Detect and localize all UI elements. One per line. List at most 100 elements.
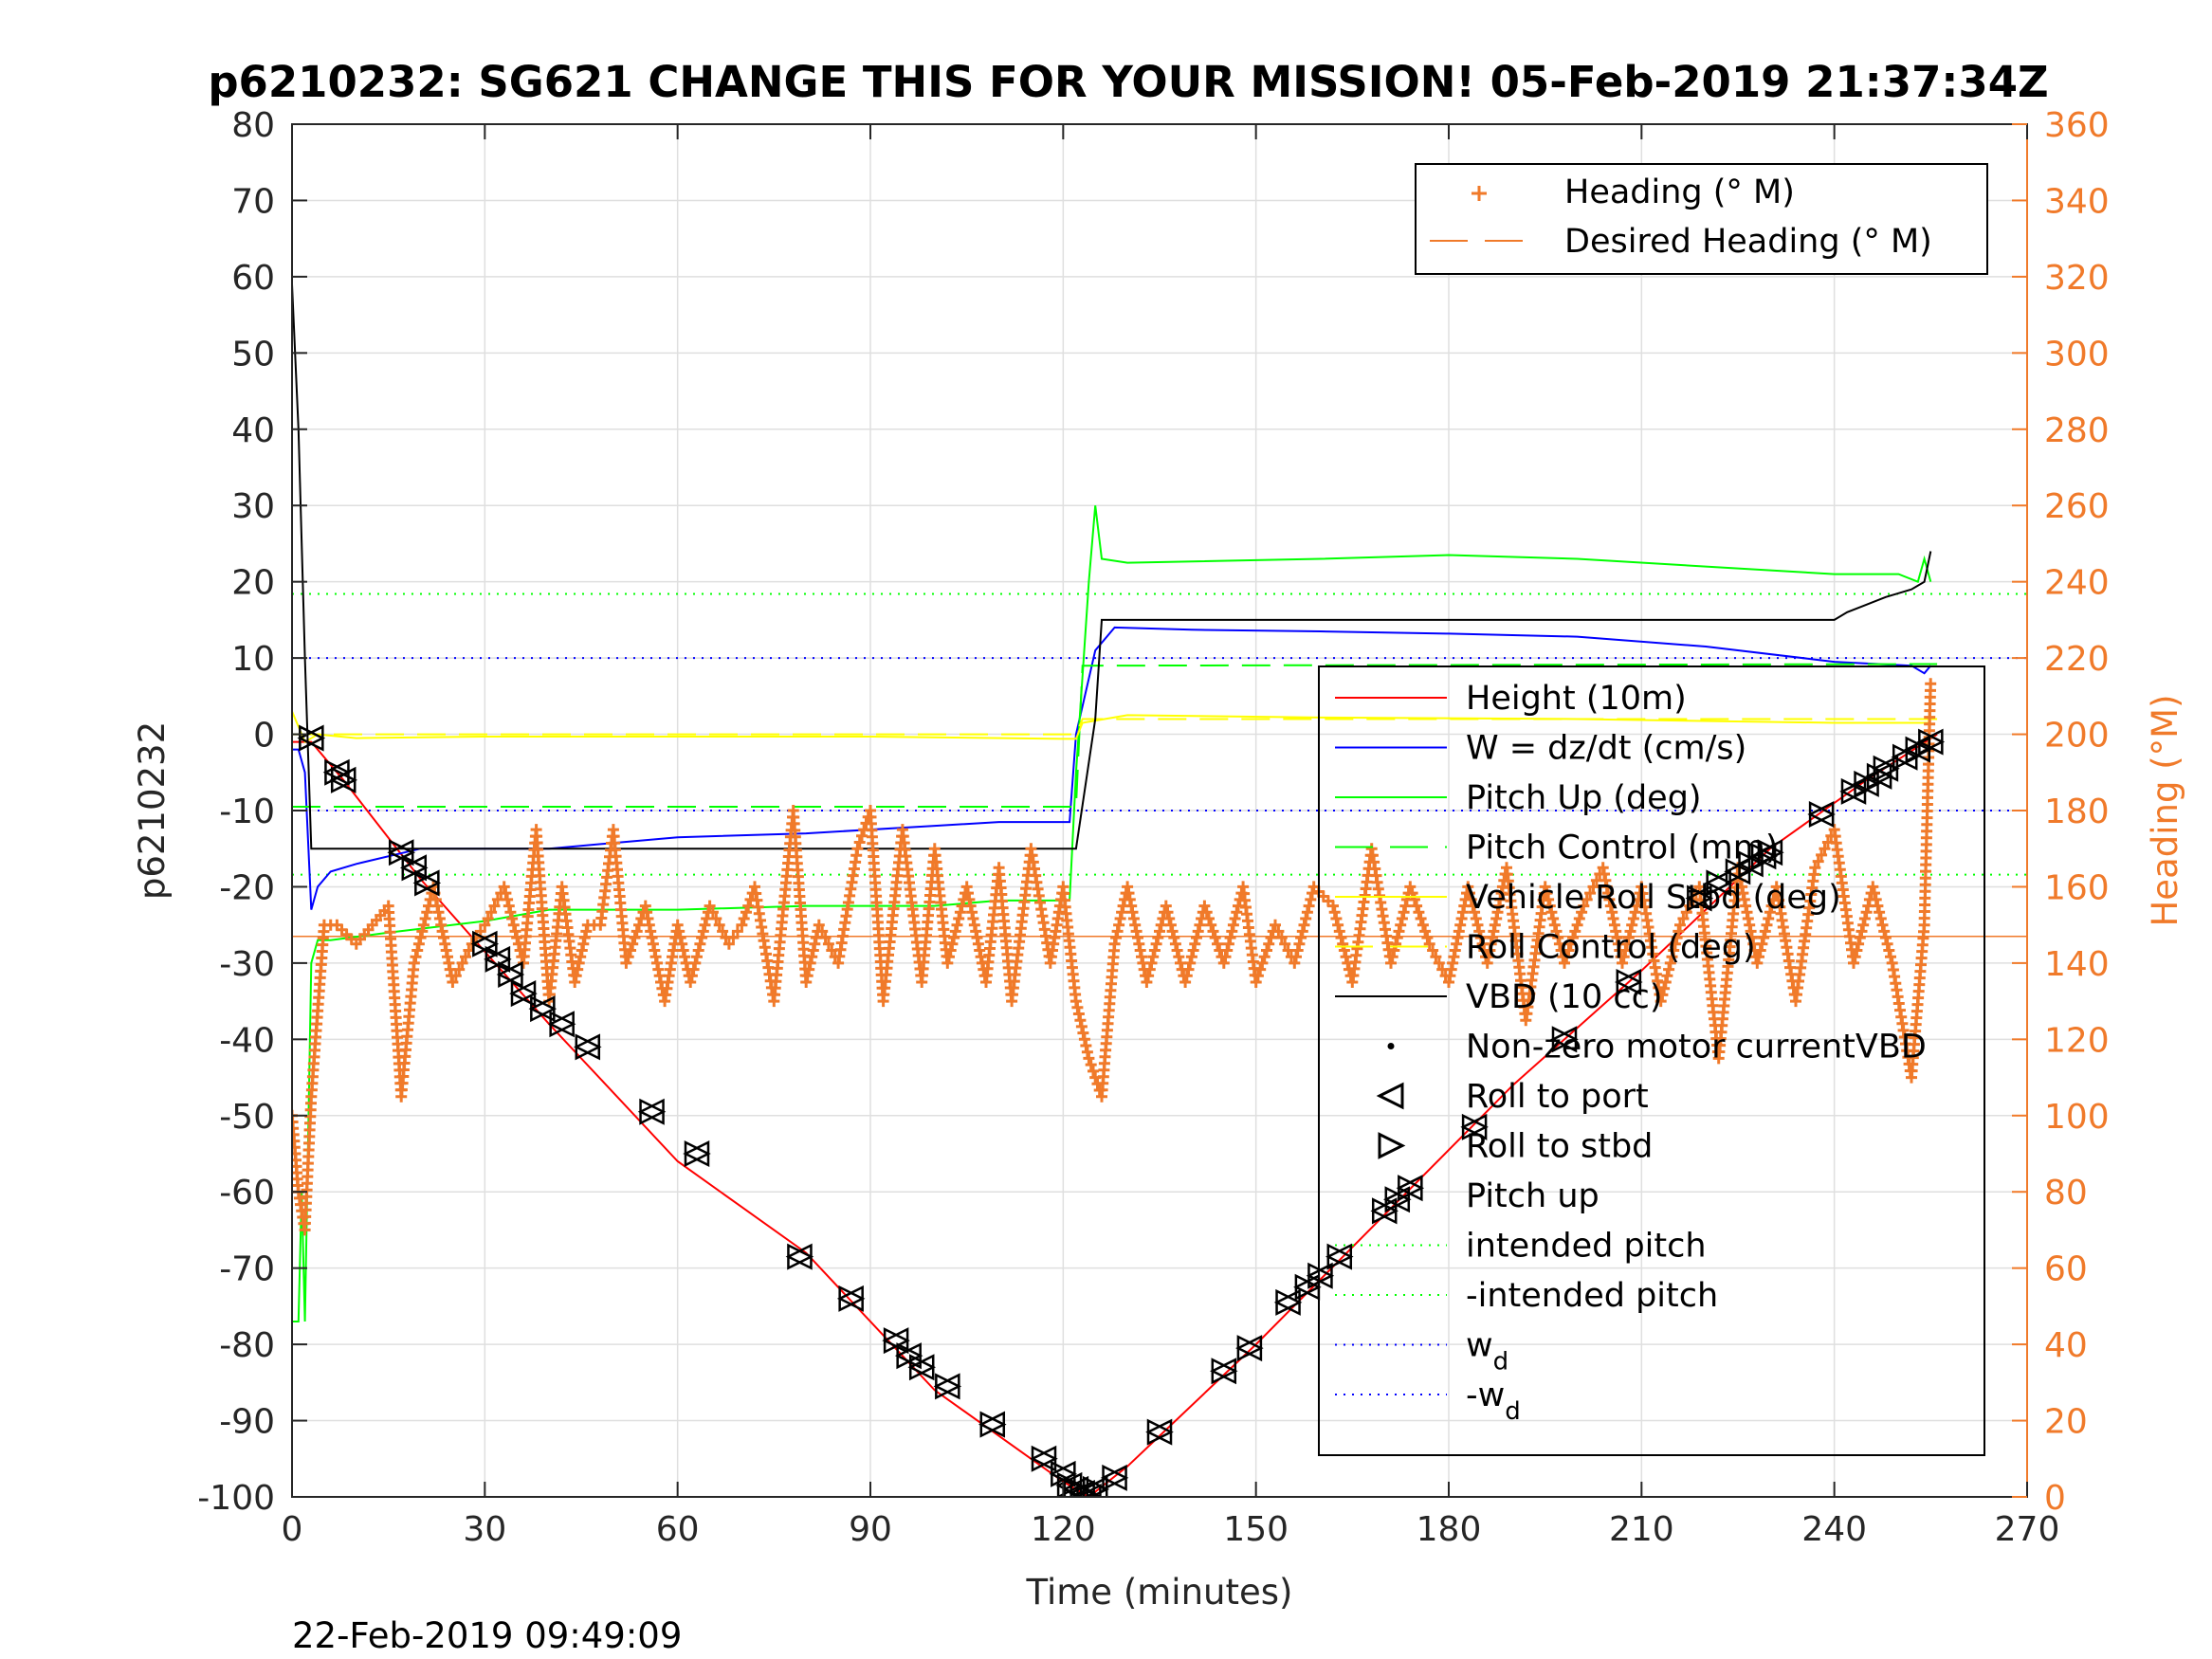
heading-point <box>1222 938 1234 950</box>
heading-point <box>1879 932 1892 944</box>
series-pitch-control-mm <box>292 663 1938 808</box>
legend-label: Roll Control (deg) <box>1466 929 1756 967</box>
roll-to-stbd-marker <box>299 724 326 752</box>
heading-point <box>629 932 641 944</box>
heading-point <box>1654 995 1667 1008</box>
heading-point <box>1876 919 1889 931</box>
roll-to-stbd-marker <box>1918 728 1946 756</box>
y-right-tick-label: 280 <box>2044 411 2110 450</box>
heading-point <box>731 925 743 938</box>
heading-point <box>1399 900 1412 912</box>
heading-point <box>1848 957 1859 969</box>
heading-point <box>416 925 429 938</box>
heading-point <box>1421 932 1434 944</box>
heading-point <box>1203 913 1215 924</box>
heading-point <box>1751 957 1764 969</box>
y-right-tick-label: 180 <box>2044 793 2110 831</box>
heading-point <box>713 919 725 931</box>
legend-label-text: W = dz/dt (cm/s) <box>1466 730 1746 768</box>
heading-point <box>1659 976 1672 988</box>
roll-to-stbd-marker <box>1551 1026 1579 1053</box>
heading-point <box>1656 989 1669 1001</box>
heading-point <box>1221 944 1234 957</box>
y-tick-label: -80 <box>219 1326 275 1365</box>
heading-point <box>1219 951 1232 963</box>
legend-label: Pitch Control (mm) <box>1466 830 1778 867</box>
heading-point <box>1858 913 1871 924</box>
heading-point <box>949 925 961 938</box>
heading-point <box>1291 944 1304 957</box>
heading-point <box>1578 900 1590 912</box>
heading-point <box>1229 913 1241 924</box>
legend-label: intended pitch <box>1466 1228 1707 1266</box>
heading-point <box>694 938 706 950</box>
heading-point <box>1473 925 1486 938</box>
heading-point <box>1295 932 1307 944</box>
legend-label-text: Pitch Up (deg) <box>1466 779 1702 817</box>
heading-point <box>1413 906 1425 919</box>
heading-point <box>1849 951 1861 963</box>
heading-point <box>717 925 729 938</box>
heading-point <box>686 970 698 982</box>
heading-point <box>704 900 716 912</box>
heading-point <box>1756 938 1768 950</box>
heading-point <box>498 881 510 893</box>
heading-point <box>736 919 748 931</box>
heading-point <box>1581 893 1593 905</box>
legend-label: Roll to stbd <box>1466 1128 1653 1166</box>
heading-point <box>1290 951 1302 963</box>
roll-to-stbd-marker <box>1892 743 1920 771</box>
heading-point <box>1758 932 1770 944</box>
legend-heading-symbol <box>1472 186 1487 201</box>
heading-point <box>1464 887 1475 900</box>
legend-symbol <box>1376 1082 1404 1110</box>
heading-point <box>1185 951 1197 963</box>
y-right-tick-label: 100 <box>2044 1098 2110 1137</box>
roll-to-stbd-marker <box>1873 755 1900 782</box>
series-roll-control-deg <box>292 718 1938 736</box>
heading-point <box>1563 944 1575 957</box>
heading-point <box>1395 919 1407 931</box>
legend-heading: Heading (° M) Desired Heading (° M) <box>1415 163 1988 275</box>
heading-point <box>1180 970 1193 982</box>
heading-point <box>1161 906 1174 919</box>
heading-point <box>691 951 703 963</box>
roll-to-stbd-marker <box>484 945 512 973</box>
legend-label: VBD (10 cc) <box>1466 978 1663 1016</box>
y-axis-ticks: 80 70 60 50 40 30 20 10 0 -10 -20 -30 -40 -50 -60 -70 -8… <box>197 106 307 1518</box>
heading-point <box>1227 919 1239 931</box>
heading-point <box>954 906 966 919</box>
y-tick-label: -20 <box>219 868 275 907</box>
heading-point <box>1335 932 1347 944</box>
heading-point <box>1191 932 1202 944</box>
heading-point <box>502 893 514 905</box>
heading-point <box>685 976 697 988</box>
heading-point <box>1150 938 1162 950</box>
roll-to-stbd-marker <box>1211 1358 1238 1385</box>
heading-point <box>738 913 750 924</box>
heading-point <box>701 913 713 924</box>
heading-point <box>1198 900 1211 912</box>
heading-point <box>1143 963 1156 975</box>
heading-point <box>1624 925 1636 938</box>
y-right-tick-label: 200 <box>2044 717 2110 756</box>
y-tick-label: -30 <box>219 945 275 984</box>
heading-point <box>1275 932 1288 944</box>
heading-point <box>1571 919 1583 931</box>
heading-point <box>1250 976 1262 988</box>
heading-point <box>1621 938 1634 950</box>
heading-point <box>1265 932 1277 944</box>
heading-point <box>1669 938 1681 950</box>
y-tick-label: 80 <box>231 106 275 145</box>
heading-point <box>575 951 587 963</box>
heading-point <box>1545 906 1558 919</box>
heading-point <box>1559 957 1570 969</box>
y-right-tick-label: 60 <box>2044 1250 2088 1289</box>
heading-point <box>1393 925 1405 938</box>
y-tick-label: 70 <box>231 182 275 221</box>
heading-point <box>941 957 954 969</box>
y-right-tick-label: 240 <box>2044 564 2110 603</box>
legend-label-text: intended pitch <box>1466 1228 1707 1266</box>
heading-point <box>1307 887 1318 900</box>
heading-point <box>943 951 955 963</box>
